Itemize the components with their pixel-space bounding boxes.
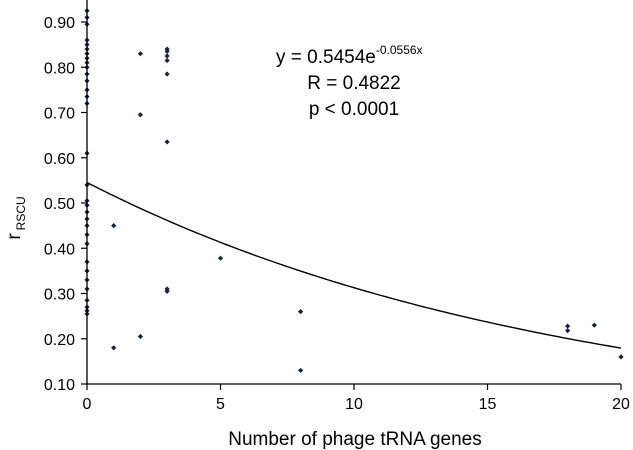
- data-point: [591, 322, 597, 328]
- data-point: [164, 71, 170, 77]
- data-point: [298, 367, 304, 374]
- svg-text:rRSCU: r RSCU: [4, 196, 28, 239]
- fit-equation: y = 0.5454e-0.0556x: [276, 43, 423, 68]
- x-tick-label: 20: [612, 396, 630, 413]
- x-tick-label: 5: [216, 396, 225, 413]
- y-tick-label: 0.60: [44, 151, 75, 168]
- y-tick-label: 0.90: [44, 15, 75, 32]
- y-tick-label: 0.10: [44, 377, 75, 394]
- fit-r-value: R = 0.4822: [307, 73, 401, 94]
- data-point: [565, 323, 571, 329]
- x-tick-label: 15: [479, 396, 497, 413]
- x-axis-title: Number of phage tRNA genes: [228, 429, 482, 450]
- data-point: [137, 51, 143, 57]
- data-point: [164, 53, 170, 59]
- data-point: [618, 354, 624, 360]
- y-tick-label: 0.70: [44, 106, 75, 123]
- data-point: [164, 139, 170, 145]
- fit-curve: [86, 181, 622, 349]
- fit-p-value: p < 0.0001: [309, 99, 399, 120]
- y-axis-title-main: r: [4, 233, 25, 240]
- y-axis-title: r RSCU: [4, 196, 28, 239]
- y-tick-label: 0.80: [44, 60, 75, 77]
- data-point: [164, 57, 170, 64]
- y-tick-label: 0.20: [44, 332, 75, 349]
- y-tick-label: 0.40: [44, 241, 75, 258]
- data-point: [111, 223, 117, 229]
- data-point: [111, 345, 117, 351]
- data-point: [137, 333, 143, 340]
- data-point: [137, 112, 143, 118]
- x-tick-label: 10: [345, 396, 363, 413]
- data-point: [164, 288, 170, 294]
- data-point: [298, 309, 304, 315]
- fit-equation-base: y = 0.5454e: [276, 47, 376, 68]
- y-axis-title-sub: RSCU: [14, 196, 28, 230]
- y-tick-label: 0.30: [44, 287, 75, 304]
- chart-axes: 0.10 0.20 0.30 0.40 0.50 0.60 0.70 0.80 0.90 0 5 10…: [44, 0, 630, 413]
- x-tick-label: 0: [83, 396, 92, 413]
- y-tick-label: 0.50: [44, 196, 75, 213]
- data-point: [164, 48, 170, 55]
- data-point: [565, 328, 571, 334]
- data-point: [217, 255, 224, 261]
- fit-annotation: y = 0.5454e-0.0556x R = 0.4822 p < 0.000…: [276, 43, 423, 120]
- fit-equation-exponent: -0.0556x: [376, 43, 423, 57]
